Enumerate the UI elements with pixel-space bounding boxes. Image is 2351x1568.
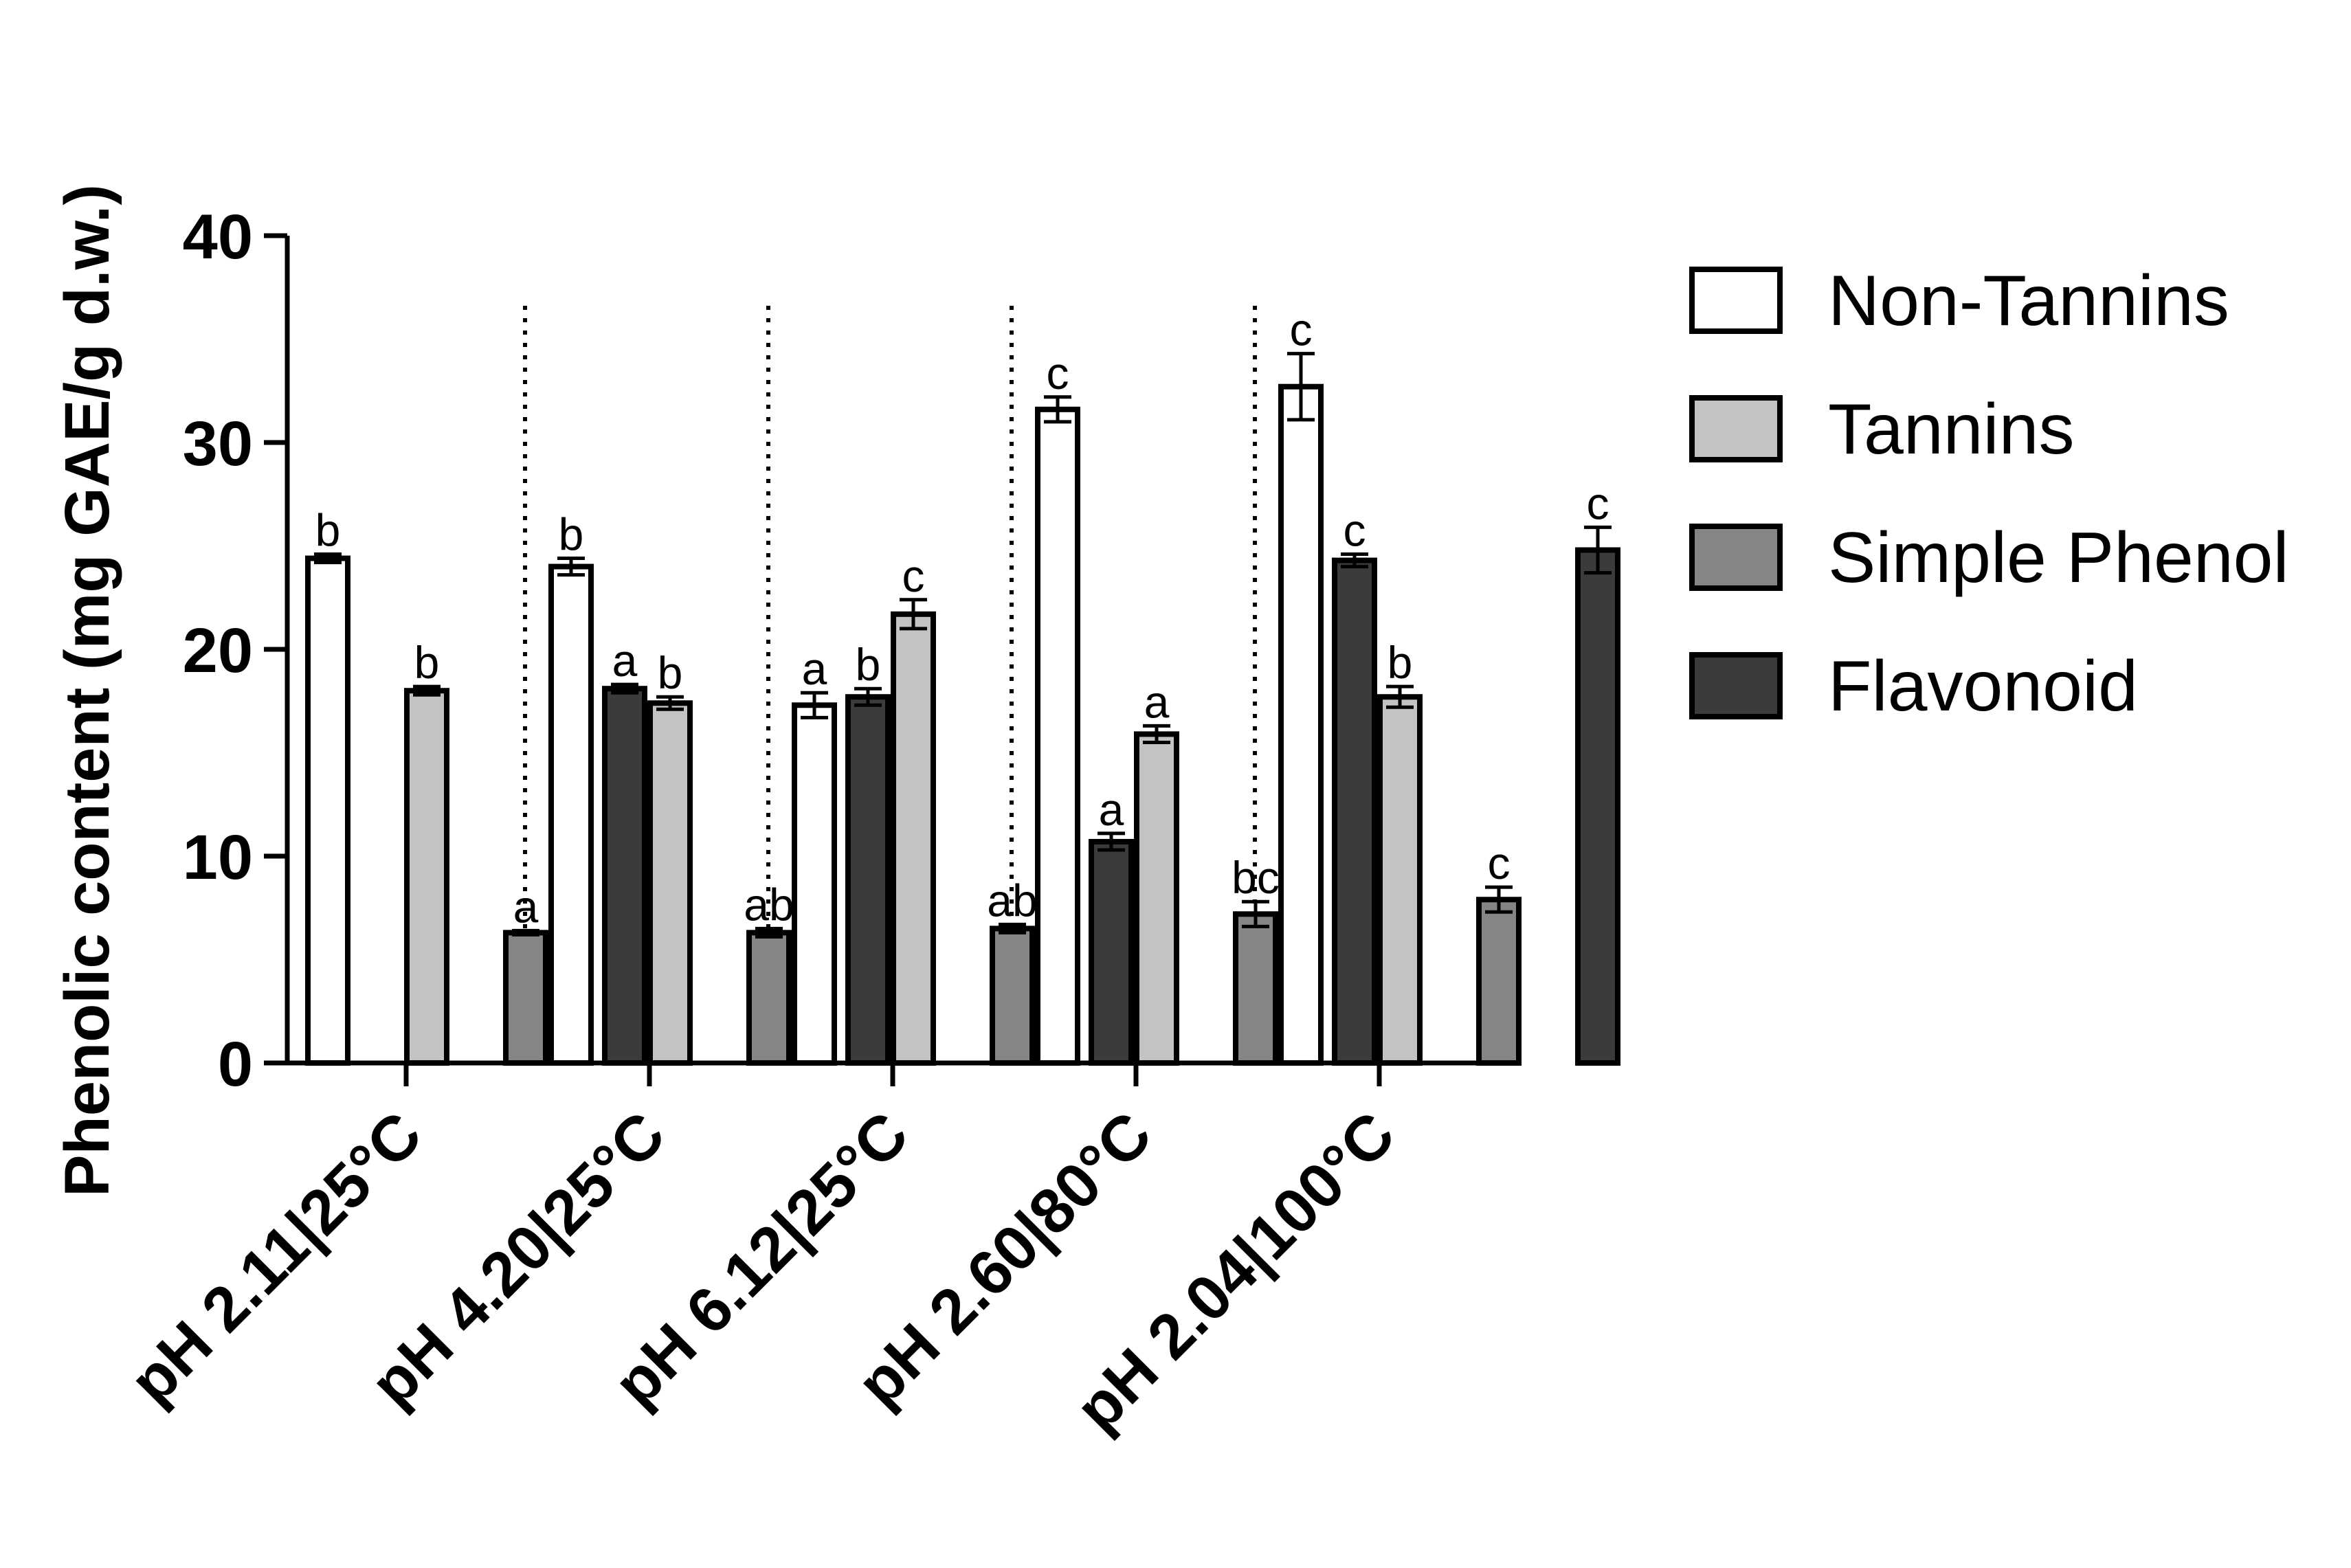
y-tick-label: 20 bbox=[183, 616, 253, 686]
error-bar bbox=[1386, 684, 1414, 709]
bar-non-tannins bbox=[1278, 383, 1324, 1066]
y-tick-label: 30 bbox=[183, 409, 253, 479]
significance-letter: b bbox=[658, 647, 683, 698]
significance-letter: c bbox=[1344, 505, 1366, 556]
bar-simple-phenol bbox=[746, 930, 792, 1066]
error-bar bbox=[512, 928, 539, 937]
bar-flavonoid bbox=[845, 694, 891, 1066]
significance-letter: b bbox=[315, 505, 341, 556]
significance-letter: ab bbox=[987, 875, 1037, 926]
bar-non-tannins bbox=[548, 563, 594, 1066]
error-bar bbox=[1143, 724, 1170, 744]
bar-tannins bbox=[647, 700, 693, 1066]
error-bar bbox=[1287, 352, 1315, 422]
legend-swatch-simple-phenol bbox=[1689, 524, 1783, 591]
error-bar bbox=[413, 684, 441, 697]
legend-swatch-flavonoid bbox=[1689, 652, 1783, 719]
legend: Non-Tannins Tannins Simple Phenol Flavonoid bbox=[1689, 261, 2289, 726]
bar-tannins bbox=[1134, 731, 1179, 1066]
bar-non-tannins bbox=[792, 702, 837, 1066]
error-bar bbox=[1485, 885, 1513, 914]
bar-non-tannins bbox=[305, 555, 350, 1066]
bar-flavonoid bbox=[602, 686, 647, 1066]
y-tick-label: 10 bbox=[183, 822, 253, 893]
bar-tannins bbox=[1377, 694, 1423, 1066]
bar-simple-phenol bbox=[503, 930, 548, 1066]
significance-letter: a bbox=[1099, 784, 1124, 835]
error-bar bbox=[1097, 831, 1125, 852]
legend-label: Non-Tannins bbox=[1828, 261, 2229, 341]
significance-letter: c bbox=[902, 550, 925, 601]
error-bar bbox=[1242, 899, 1269, 928]
significance-letter: a bbox=[513, 881, 539, 932]
bar-flavonoid bbox=[1332, 557, 1377, 1066]
significance-letter: a bbox=[1144, 676, 1170, 727]
significance-letter: a bbox=[802, 643, 827, 694]
significance-letter: c bbox=[1047, 348, 1069, 399]
error-bar bbox=[1341, 552, 1368, 569]
significance-letter: ab bbox=[744, 879, 794, 930]
significance-letter: bc bbox=[1232, 852, 1280, 903]
error-bar bbox=[1044, 395, 1071, 424]
significance-letter: b bbox=[856, 639, 881, 690]
error-bar bbox=[656, 695, 684, 711]
significance-letter: c bbox=[1488, 838, 1511, 888]
bar-flavonoid bbox=[1089, 838, 1134, 1066]
error-bar bbox=[314, 552, 342, 565]
legend-swatch-non-tannins bbox=[1689, 267, 1783, 334]
significance-letter: a bbox=[612, 635, 638, 686]
bar-flavonoid bbox=[1575, 547, 1620, 1066]
error-bar bbox=[854, 686, 882, 707]
error-bar bbox=[611, 682, 638, 695]
error-bar bbox=[999, 922, 1026, 934]
y-tick-label: 0 bbox=[218, 1029, 253, 1099]
error-bar bbox=[755, 926, 783, 939]
bar-tannins bbox=[891, 611, 936, 1066]
error-bar bbox=[900, 598, 927, 631]
legend-label: Tannins bbox=[1828, 390, 2074, 469]
bar-simple-phenol bbox=[1233, 911, 1278, 1066]
legend-swatch-tannins bbox=[1689, 395, 1783, 462]
significance-letter: b bbox=[414, 637, 440, 688]
legend-label: Simple Phenol bbox=[1828, 518, 2289, 598]
y-axis-title: Phenolic content (mg GAE/g d.w.) bbox=[52, 184, 122, 1197]
bar-simple-phenol bbox=[990, 926, 1035, 1066]
y-tick-label: 40 bbox=[183, 202, 253, 272]
significance-letter: b bbox=[559, 509, 584, 560]
bar-non-tannins bbox=[1035, 406, 1080, 1066]
error-bar bbox=[1584, 525, 1612, 575]
bar-simple-phenol bbox=[1476, 897, 1522, 1066]
significance-letter: c bbox=[1290, 304, 1313, 355]
error-bar bbox=[557, 557, 585, 577]
significance-letter: c bbox=[1587, 478, 1609, 528]
bar-tannins bbox=[404, 688, 449, 1066]
significance-letter: b bbox=[1388, 637, 1413, 688]
error-bar bbox=[801, 691, 828, 719]
legend-label: Flavonoid bbox=[1828, 647, 2138, 726]
